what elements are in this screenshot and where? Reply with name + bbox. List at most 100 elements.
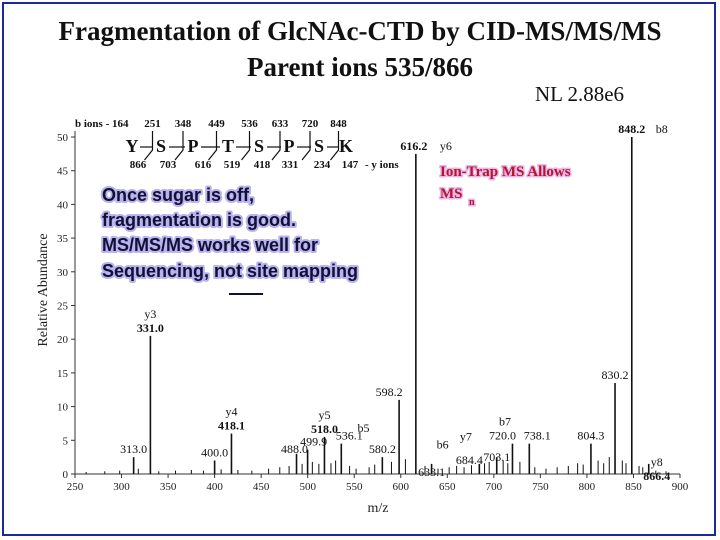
peak-mz-label: 400.0 bbox=[201, 446, 228, 460]
b-ion-value: 348 bbox=[175, 118, 192, 130]
peak-mz-label: 804.3 bbox=[577, 429, 604, 443]
y-tick-label: 30 bbox=[57, 267, 69, 279]
b-ion-value: 251 bbox=[144, 118, 161, 130]
residue-letter: S bbox=[314, 136, 324, 156]
x-tick-label: 550 bbox=[346, 481, 363, 493]
x-tick-label: 450 bbox=[253, 481, 270, 493]
ion-trap-note-line2: MS bbox=[440, 186, 463, 202]
fragment-bracket bbox=[330, 131, 340, 161]
residue-letter: Y bbox=[126, 136, 139, 156]
x-tick-label: 800 bbox=[579, 481, 596, 493]
peak-mz-label: 536.1 bbox=[336, 429, 363, 443]
ion-label: b8 bbox=[656, 122, 668, 136]
nl-label: NL 2.88e6 bbox=[535, 82, 625, 106]
peak-mz-label: 313.0 bbox=[120, 442, 147, 456]
slide-title: Fragmentation of GlcNAc-CTD by CID-MS/MS… bbox=[58, 16, 662, 46]
peak-mz-label: 720.0 bbox=[489, 429, 516, 443]
y-ions-suffix: - y ions bbox=[365, 159, 399, 171]
y-tick-label: 35 bbox=[57, 233, 69, 245]
fragment-bracket bbox=[241, 131, 251, 161]
x-tick-label: 700 bbox=[486, 481, 503, 493]
x-tick-label: 250 bbox=[67, 481, 84, 493]
ion-label: b6 bbox=[437, 437, 449, 451]
b-ion-value: 449 bbox=[208, 118, 225, 130]
y-tick-label: 40 bbox=[57, 199, 69, 211]
y-ion-value: 703 bbox=[160, 159, 177, 171]
x-tick-label: 300 bbox=[113, 481, 130, 493]
y-tick-label: 5 bbox=[63, 435, 69, 447]
peak-mz-label: 580.2 bbox=[369, 442, 396, 456]
callout-line: MS/MS/MS works well for bbox=[102, 235, 318, 255]
y-ion-value: 331 bbox=[282, 159, 299, 171]
ion-label: b5 bbox=[358, 421, 370, 435]
y-ion-value: 234 bbox=[314, 159, 331, 171]
peak-mz-label: 499.9 bbox=[300, 435, 327, 449]
ion-label: y5 bbox=[318, 408, 330, 422]
y-tick-label: 15 bbox=[57, 368, 69, 380]
x-tick-label: 400 bbox=[206, 481, 223, 493]
b-ion-value: 848 bbox=[330, 118, 347, 130]
y-ion-value: 866 bbox=[130, 159, 147, 171]
peak-mz-label: 738.1 bbox=[524, 429, 551, 443]
peak-mz-label: 598.2 bbox=[376, 385, 403, 399]
callout-line: Sequencing, not site mapping bbox=[102, 261, 358, 281]
ion-label: y6 bbox=[440, 139, 452, 153]
residue-letter: T bbox=[222, 136, 234, 156]
y-axis-label: Relative Abundance bbox=[36, 233, 51, 346]
ion-label: b7 bbox=[499, 414, 511, 428]
residue-letter: P bbox=[284, 136, 295, 156]
y-tick-label: 25 bbox=[57, 301, 69, 313]
b-ions-prefix: b ions - 164 bbox=[75, 118, 129, 130]
ion-label: y4 bbox=[225, 405, 237, 419]
b-ion-value: 633 bbox=[272, 118, 289, 130]
fragment-bracket bbox=[271, 131, 281, 161]
y-ion-value: 519 bbox=[224, 159, 241, 171]
fragment-bracket bbox=[174, 131, 184, 161]
x-axis-label: m/z bbox=[368, 501, 389, 516]
x-tick-label: 500 bbox=[299, 481, 316, 493]
peak-mz-label: 331.0 bbox=[137, 321, 164, 335]
x-tick-label: 350 bbox=[160, 481, 177, 493]
y-tick-label: 20 bbox=[57, 334, 69, 346]
fragment-bracket bbox=[208, 131, 218, 161]
y-ion-value: 418 bbox=[254, 159, 271, 171]
residue-letter: K bbox=[339, 136, 353, 156]
slide-subtitle: Parent ions 535/866 bbox=[246, 52, 473, 82]
x-tick-label: 850 bbox=[625, 481, 642, 493]
x-tick-label: 900 bbox=[672, 481, 689, 493]
fragment-bracket bbox=[144, 131, 154, 161]
y-tick-label: 10 bbox=[57, 402, 69, 414]
ion-label: y7 bbox=[460, 429, 472, 443]
y-tick-label: 50 bbox=[57, 132, 69, 144]
callout-line: fragmentation is good. bbox=[102, 210, 296, 230]
y-tick-label: 45 bbox=[57, 166, 69, 178]
ion-label: y3 bbox=[144, 307, 156, 321]
peak-mz-label: 633.1 bbox=[418, 465, 445, 479]
peak-mz-label: 518.0 bbox=[311, 422, 338, 436]
peak-mz-label: 488.0 bbox=[281, 442, 308, 456]
peak-mz-label: 616.2 bbox=[400, 139, 427, 153]
ion-label: y8 bbox=[651, 455, 663, 469]
peak-mz-label: 830.2 bbox=[602, 368, 629, 382]
y-tick-label: 0 bbox=[63, 469, 69, 481]
x-tick-label: 750 bbox=[532, 481, 549, 493]
ion-trap-note-line1: Ion-Trap MS Allows bbox=[440, 164, 571, 180]
peak-mz-label: 418.1 bbox=[218, 419, 245, 433]
fragment-bracket bbox=[301, 131, 311, 161]
peak-mz-label: 684.4 bbox=[456, 453, 483, 467]
x-tick-label: 600 bbox=[393, 481, 410, 493]
peak-mz-label: 703.1 bbox=[483, 450, 510, 464]
peak-mz-label: 848.2 bbox=[618, 122, 645, 136]
peak-mz-label: 866.4 bbox=[643, 469, 670, 483]
y-ion-value: 616 bbox=[195, 159, 212, 171]
residue-letter: P bbox=[188, 136, 199, 156]
x-tick-label: 650 bbox=[439, 481, 456, 493]
residue-letter: S bbox=[254, 136, 264, 156]
b-ion-value: 720 bbox=[302, 118, 319, 130]
ion-trap-note-subscript: n bbox=[469, 197, 475, 208]
callout-line: Once sugar is off, bbox=[102, 185, 254, 205]
y-ion-value: 147 bbox=[342, 159, 359, 171]
residue-letter: S bbox=[156, 136, 166, 156]
